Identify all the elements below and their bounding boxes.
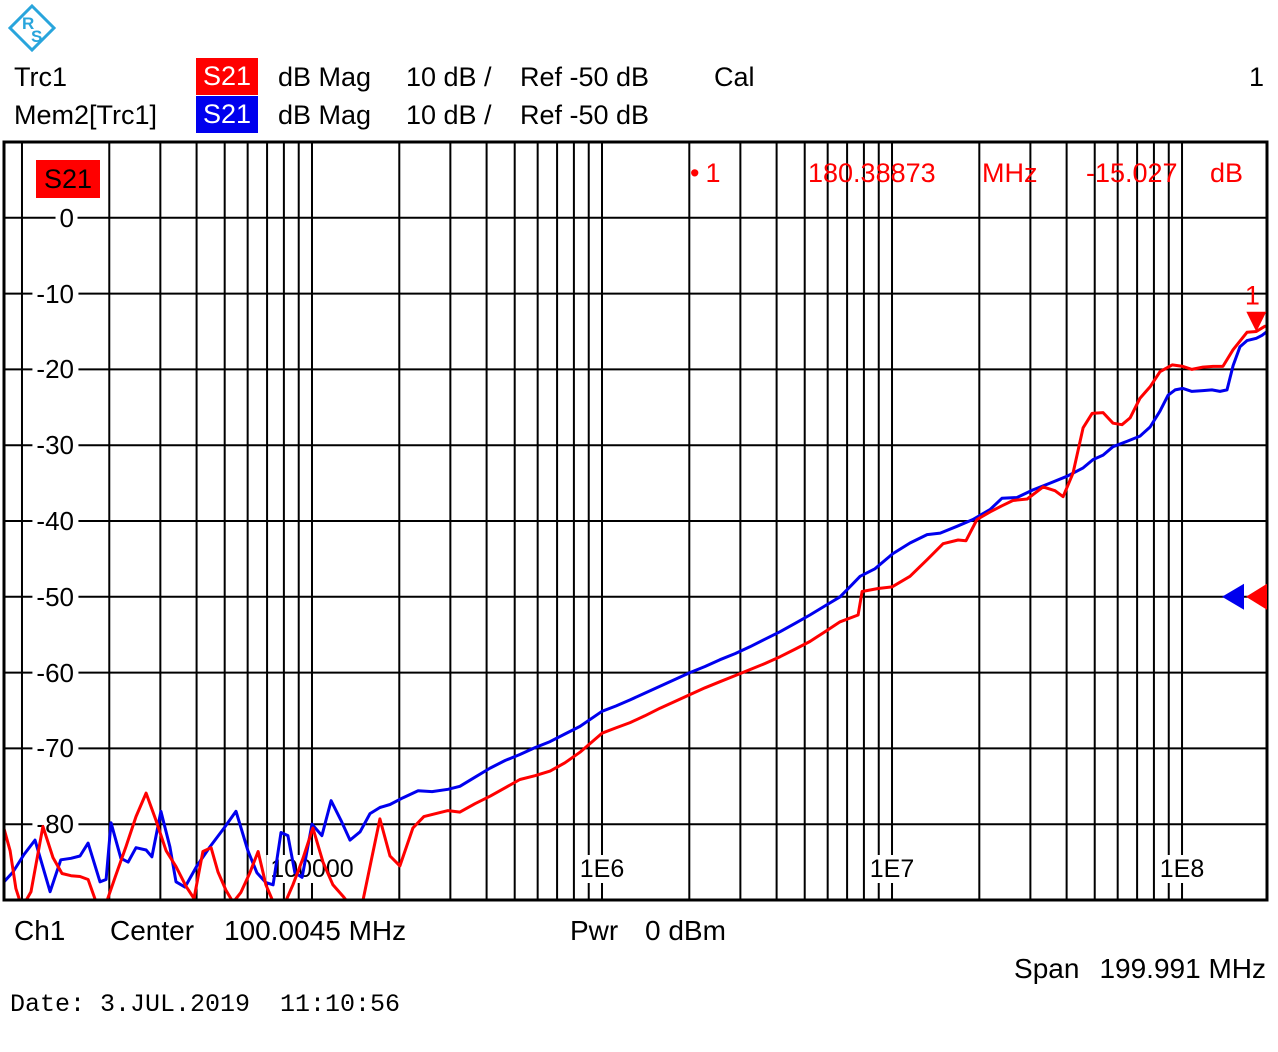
marker-level-unit: dB <box>1210 158 1244 188</box>
date-time-stamp: Date: 3.JUL.2019 11:10:56 <box>10 990 401 1019</box>
power-label: Pwr <box>570 915 619 946</box>
memory-trace-line <box>4 330 1267 894</box>
trace1-ref-level: Ref -50 dB <box>520 62 650 92</box>
trace1-ref-level-arrow[interactable] <box>1246 583 1267 610</box>
rohde-schwarz-logo: R S <box>8 4 56 52</box>
x-axis-label-100000: 100000 <box>266 855 358 883</box>
channel-label: Ch1 <box>14 915 66 946</box>
window-number: 1 <box>1248 62 1264 92</box>
y-axis-label--80dB: -80 <box>32 810 78 839</box>
x-axis-label-1E6: 1E6 <box>575 855 629 883</box>
marker-bullet: • <box>690 158 700 188</box>
trace1-format: dB Mag <box>278 62 372 92</box>
span-label: Span <box>1014 953 1080 984</box>
y-axis-label--10dB: -10 <box>32 279 78 308</box>
memory-scale: 10 dB / <box>406 100 492 130</box>
y-axis-label--70dB: -70 <box>32 734 78 763</box>
logo-letter-r: R <box>22 14 34 33</box>
memory-meas-chip[interactable]: S21 <box>196 96 258 133</box>
center-freq-value: 100.0045 MHz <box>224 915 407 946</box>
trace1-scale: 10 dB / <box>406 62 492 92</box>
memory-ref-level: Ref -50 dB <box>520 100 650 130</box>
memory-trace-name: Mem2[Trc1] <box>14 100 158 130</box>
y-axis-label--20dB: -20 <box>32 355 78 384</box>
chart-trace-label-chip[interactable]: S21 <box>36 160 100 198</box>
span-group: Span 199.991 MHz <box>983 912 1266 1026</box>
y-axis-label-0dB: 0 <box>55 203 78 232</box>
diagram-border-overlay <box>2 140 1269 902</box>
marker1-label: 1 <box>1245 281 1260 311</box>
marker-bullet-number: • 1 <box>690 156 720 190</box>
logo-letter-s: S <box>31 27 42 46</box>
center-freq-label: Center <box>110 915 195 946</box>
trace1-name: Trc1 <box>14 62 67 92</box>
trace1-line <box>4 324 1267 900</box>
marker-number-readout: 1 <box>705 158 721 188</box>
memory-format: dB Mag <box>278 100 372 130</box>
y-axis-label--30dB: -30 <box>32 431 78 460</box>
y-axis-label--60dB: -60 <box>32 658 78 687</box>
trace1-meas-chip[interactable]: S21 <box>196 58 258 95</box>
marker-frequency: 180.38873 <box>808 158 936 188</box>
marker-frequency-unit: MHz <box>982 158 1038 188</box>
trace1-cal-status: Cal <box>714 62 755 92</box>
y-axis-label--50dB: -50 <box>32 582 78 611</box>
memory-ref-level-arrow[interactable] <box>1222 583 1244 610</box>
span-value: 199.991 MHz <box>1099 953 1266 984</box>
x-axis-label-1E7: 1E7 <box>865 855 919 883</box>
marker-level: -15.027 <box>1086 158 1178 188</box>
power-value: 0 dBm <box>645 915 726 946</box>
y-axis-label--40dB: -40 <box>32 507 78 535</box>
x-axis-label-1E8: 1E8 <box>1155 855 1209 883</box>
marker1-triangle[interactable] <box>1246 311 1267 332</box>
